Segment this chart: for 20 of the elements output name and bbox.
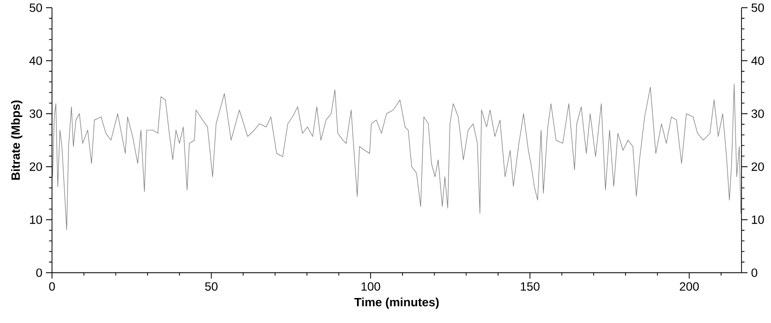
x-tick-label: 0 [49,282,55,291]
y2-tick-label: 30 [751,109,764,118]
x-tick-label: 50 [205,282,218,291]
y2-tick-label: 20 [752,162,764,171]
x-axis-title: Time (minutes) [354,298,439,309]
y-tick-label: 10 [30,215,42,224]
y2-tick-label: 10 [752,215,764,224]
y2-tick-label: 0 [752,268,758,277]
y-tick-label: 20 [30,162,42,171]
y-axis-title: Bitrate (Mbps) [11,100,22,180]
x-tick-label: 200 [680,282,699,291]
y2-tick-label: 40 [751,56,764,65]
x-tick-label: 100 [362,282,380,291]
x-tick-label: 150 [520,282,540,291]
y2-tick-label: 50 [752,3,764,12]
y-tick-label: 40 [29,56,42,65]
line-series [52,84,742,230]
y-tick-label: 50 [30,3,42,12]
y-tick-label: 30 [30,109,42,118]
y-tick-label: 0 [36,268,42,277]
